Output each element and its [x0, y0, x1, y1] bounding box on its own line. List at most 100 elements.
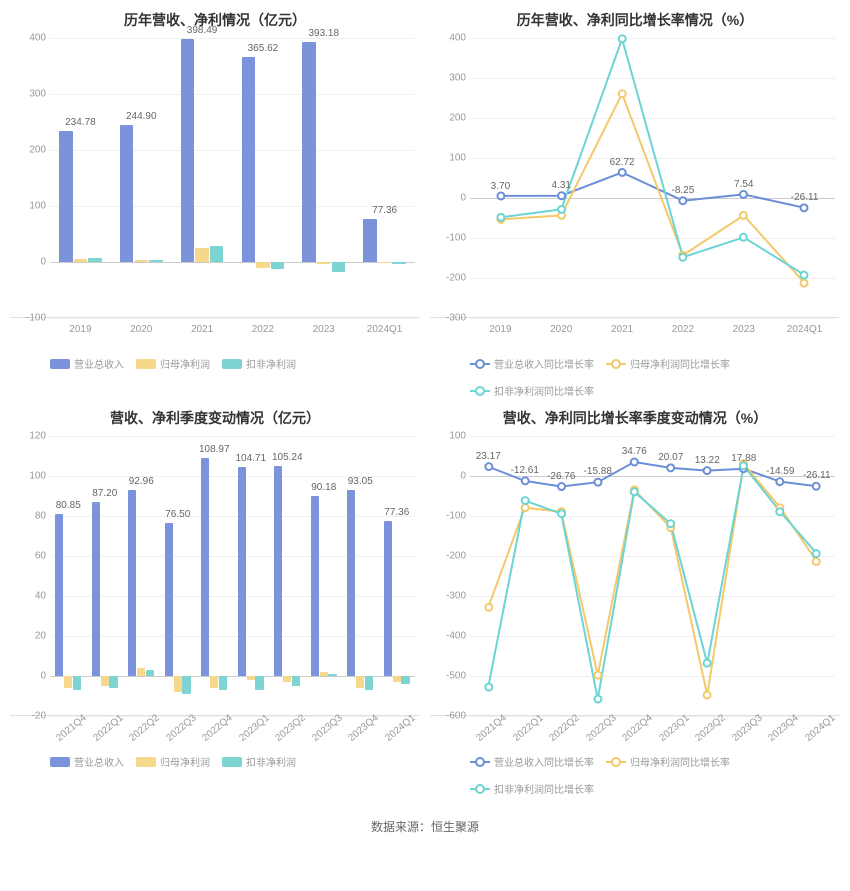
x-tick-label: 2022 — [252, 324, 274, 335]
y-tick-label: 200 — [29, 145, 46, 156]
bar — [128, 490, 136, 676]
point-value-label: 17.88 — [731, 453, 756, 464]
line-marker — [497, 192, 504, 199]
grid-line — [50, 262, 415, 263]
legend-label: 扣非净利润 — [246, 356, 296, 371]
legend-item: 营业总收入同比增长率 — [470, 356, 594, 371]
bar — [271, 262, 284, 269]
point-value-label: -14.59 — [766, 466, 794, 477]
y-tick-label: 0 — [40, 671, 46, 682]
line-marker — [679, 197, 686, 204]
x-tick-label: 2021Q4 — [55, 713, 89, 744]
y-tick-label: 300 — [29, 89, 46, 100]
bar — [146, 670, 154, 676]
bar-value-label: 80.85 — [56, 500, 81, 511]
y-tick-label: 100 — [449, 153, 466, 164]
chart-panel-annual-revenue: 历年营收、净利情况（亿元）-1000100200300400234.78244.… — [10, 10, 420, 398]
line-marker — [594, 479, 601, 486]
bar — [332, 262, 345, 272]
x-tick-label: 2023Q2 — [694, 713, 728, 744]
y-tick-label: 100 — [29, 471, 46, 482]
bar — [73, 676, 81, 690]
legend-label: 扣非净利润同比增长率 — [494, 383, 594, 398]
bar — [328, 674, 336, 676]
line-marker — [667, 520, 674, 527]
legend-swatch-line — [470, 788, 490, 790]
legend-swatch-line — [606, 363, 626, 365]
chart-grid: 历年营收、净利情况（亿元）-1000100200300400234.78244.… — [0, 0, 850, 806]
y-tick-label: 0 — [460, 471, 466, 482]
grid-line — [50, 436, 415, 437]
grid-line — [50, 556, 415, 557]
y-tick-label: 120 — [29, 431, 46, 442]
legend-item: 营业总收入 — [50, 356, 124, 371]
line-marker — [619, 90, 626, 97]
marker-svg — [470, 436, 835, 715]
bar — [174, 676, 182, 692]
line-marker — [485, 684, 492, 691]
point-value-label: 23.17 — [476, 451, 501, 462]
legend: 营业总收入归母净利润扣非净利润 — [10, 356, 420, 371]
line-marker — [594, 672, 601, 679]
grid-line — [50, 38, 415, 39]
bar — [311, 496, 319, 676]
bar — [365, 676, 373, 690]
line-marker — [522, 497, 529, 504]
data-source-label: 数据来源：恒生聚源 — [0, 806, 850, 847]
bar-value-label: 77.36 — [384, 507, 409, 518]
x-tick-label: 2019 — [489, 324, 511, 335]
x-tick-label: 2022 — [672, 324, 694, 335]
x-tick-label: 2024Q1 — [787, 324, 823, 335]
y-axis: -300-200-1000100200300400 — [430, 38, 470, 317]
plot-inner: 80.8587.2092.9676.50108.97104.71105.2490… — [50, 436, 415, 715]
bar — [347, 490, 355, 676]
x-axis: 2021Q42022Q12022Q22022Q32022Q42023Q12023… — [50, 716, 415, 746]
chart-panel-quarterly-revenue: 营收、净利季度变动情况（亿元）-2002040608010012080.8587… — [10, 408, 420, 796]
bar — [59, 131, 72, 262]
legend-item: 扣非净利润同比增长率 — [470, 781, 594, 796]
line-marker — [813, 558, 820, 565]
line-marker — [679, 254, 686, 261]
x-tick-label: 2023Q3 — [730, 713, 764, 744]
line-marker — [740, 234, 747, 241]
y-tick-label: 0 — [460, 193, 466, 204]
legend-label: 归母净利润 — [160, 754, 210, 769]
bar — [283, 676, 291, 682]
x-tick-label: 2023Q4 — [347, 713, 381, 744]
y-tick-label: 20 — [35, 631, 46, 642]
chart-title: 营收、净利季度变动情况（亿元） — [10, 408, 420, 428]
plot-area: -600-500-400-300-200-100010023.17-12.61-… — [430, 436, 840, 716]
point-value-label: -12.61 — [511, 465, 539, 476]
bar — [195, 248, 208, 262]
point-value-label: 3.70 — [491, 181, 510, 192]
bar-value-label: 105.24 — [272, 452, 303, 463]
legend-label: 归母净利润同比增长率 — [630, 754, 730, 769]
legend-label: 营业总收入 — [74, 356, 124, 371]
point-value-label: -26.11 — [791, 192, 819, 203]
y-axis: -1000100200300400 — [10, 38, 50, 317]
legend-swatch-line — [470, 390, 490, 392]
bar — [393, 676, 401, 682]
bar — [401, 676, 409, 684]
legend: 营业总收入同比增长率归母净利润同比增长率扣非净利润同比增长率 — [430, 356, 840, 398]
y-tick-label: 60 — [35, 551, 46, 562]
bar — [256, 262, 269, 268]
bar — [392, 262, 405, 264]
x-tick-label: 2020 — [550, 324, 572, 335]
plot-inner: 234.78244.90398.49365.62393.1877.36 — [50, 38, 415, 317]
x-tick-label: 2024Q1 — [803, 713, 837, 744]
x-tick-label: 2022Q2 — [548, 713, 582, 744]
line-marker — [704, 467, 711, 474]
legend-swatch — [222, 757, 242, 767]
legend-swatch — [136, 757, 156, 767]
y-tick-label: -500 — [446, 671, 466, 682]
y-tick-label: 400 — [29, 33, 46, 44]
bar — [182, 676, 190, 694]
y-tick-label: -20 — [32, 711, 46, 722]
bar — [64, 676, 72, 688]
legend-item: 扣非净利润 — [222, 754, 296, 769]
grid-line — [50, 516, 415, 517]
bar-value-label: 393.18 — [308, 28, 339, 39]
x-tick-label: 2023Q2 — [274, 713, 308, 744]
y-tick-label: -300 — [446, 313, 466, 324]
